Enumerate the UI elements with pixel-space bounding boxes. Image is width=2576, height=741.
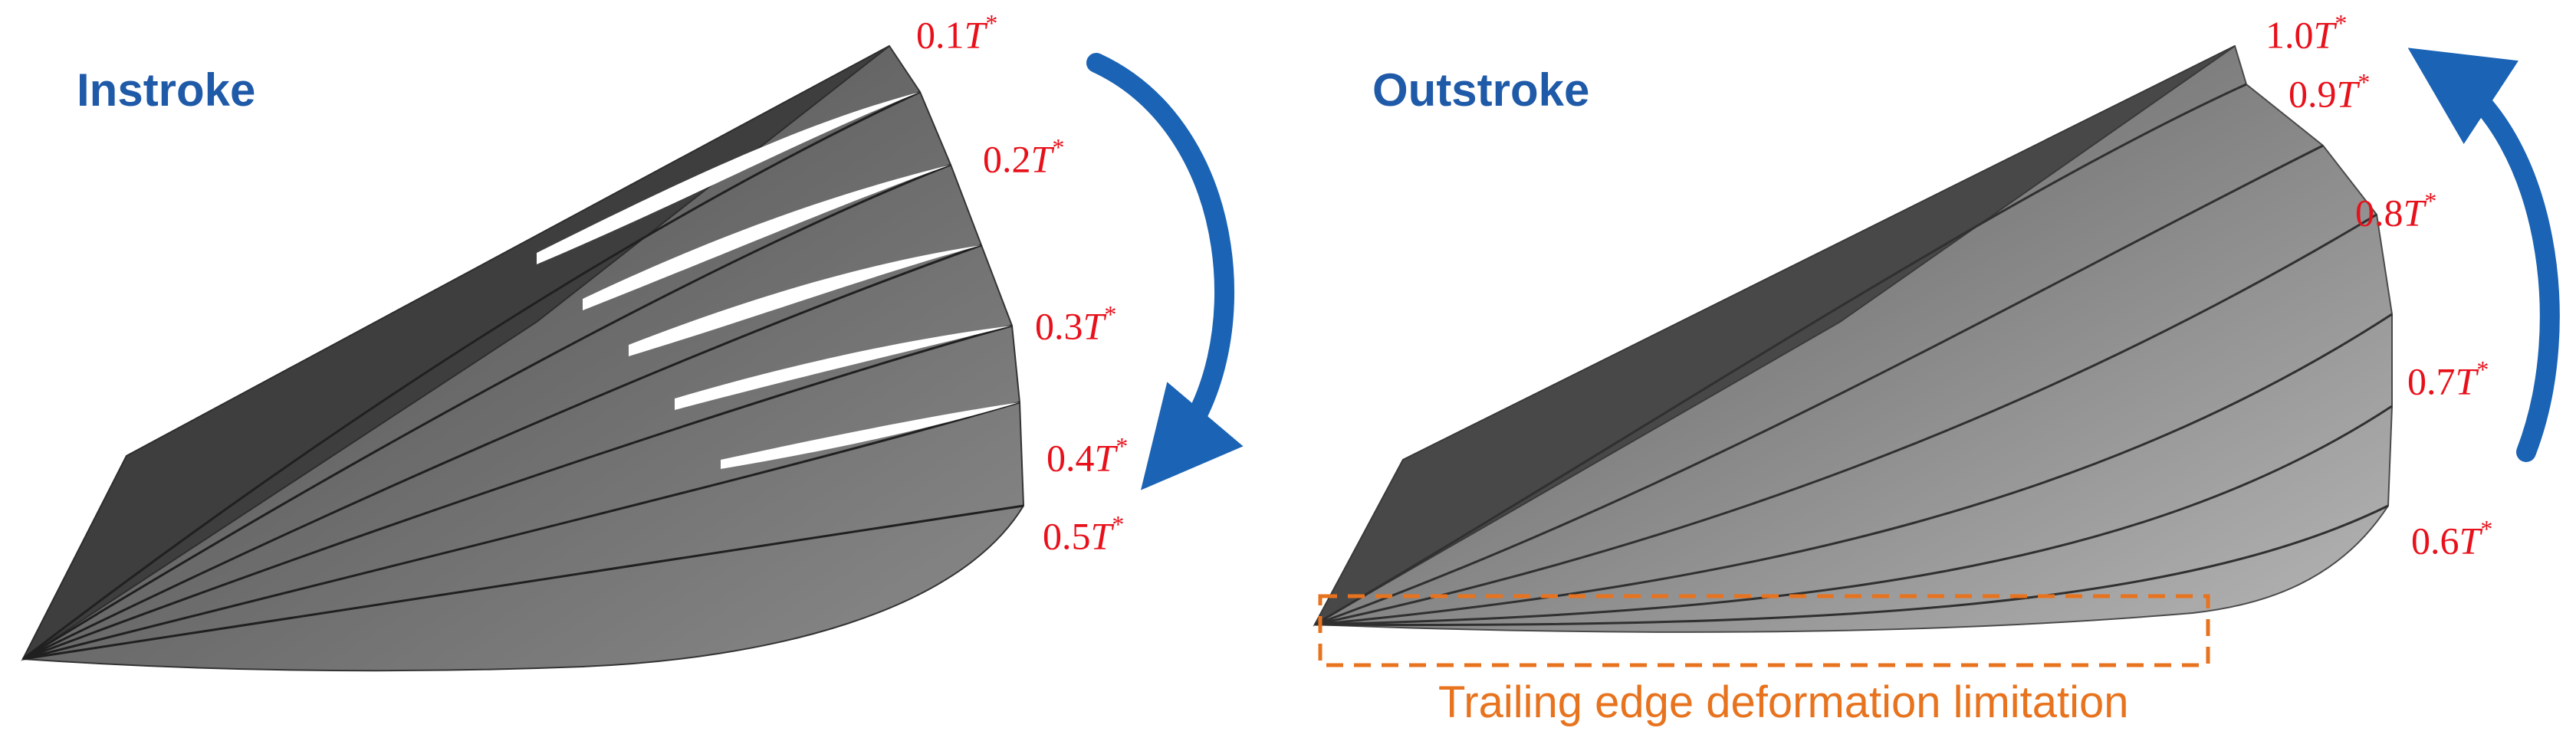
instroke-title: Instroke [77, 64, 256, 116]
outstroke-snapshot-3 [1314, 213, 2377, 626]
instroke-label-4: 0.4T* [1046, 432, 1129, 480]
instroke-label-5: 0.5T* [1043, 510, 1125, 558]
instroke-snapshot-6 [22, 504, 1024, 661]
instroke-snapshot-lines [22, 90, 1024, 661]
instroke-direction-arrow [1086, 53, 1244, 490]
instroke-snapshot-1 [22, 90, 921, 661]
trailing-edge-annotation: Trailing edge deformation limitation [1438, 677, 2129, 727]
outstroke-snapshot-1 [1314, 83, 2247, 626]
instroke-gaps [537, 92, 1020, 469]
instroke-label-2: 0.2T* [983, 133, 1065, 181]
instroke-gap-1 [537, 92, 920, 264]
outstroke-direction-arrow [2407, 48, 2560, 462]
instroke-snapshot-4 [22, 324, 1013, 661]
outstroke-snapshot-5 [1314, 405, 2393, 626]
outstroke-label-5: 0.6T* [2411, 515, 2493, 562]
instroke-wing-membrane [21, 44, 1025, 672]
trailing-edge-limitation-box [1318, 594, 2210, 667]
outstroke-snapshot-6 [1314, 504, 2389, 626]
instroke-snapshot-2 [22, 163, 951, 661]
instroke-snapshot-5 [22, 401, 1020, 661]
outstroke-label-4: 0.7T* [2407, 356, 2489, 403]
outstroke-snapshot-lines [1314, 83, 2393, 626]
outstroke-snapshot-4 [1314, 313, 2393, 626]
instroke-label-1: 0.1T* [916, 9, 998, 57]
instroke-gap-5 [721, 402, 1020, 469]
instroke-gap-3 [629, 245, 981, 356]
outstroke-label-1: 1.0T* [2266, 9, 2348, 57]
instroke-wing [21, 44, 1025, 672]
outstroke-title: Outstroke [1372, 64, 1590, 116]
instroke-snapshot-3 [22, 244, 982, 661]
outstroke-snapshot-2 [1314, 144, 2324, 626]
instroke-label-3: 0.3T* [1035, 300, 1117, 348]
outstroke-wing [1313, 44, 2393, 633]
outstroke-label-3: 0.8T* [2355, 187, 2437, 234]
outstroke-leading-edge-panel [1313, 45, 2236, 627]
outstroke-label-2: 0.9T* [2288, 68, 2371, 116]
outstroke-wing-membrane [1313, 44, 2393, 633]
